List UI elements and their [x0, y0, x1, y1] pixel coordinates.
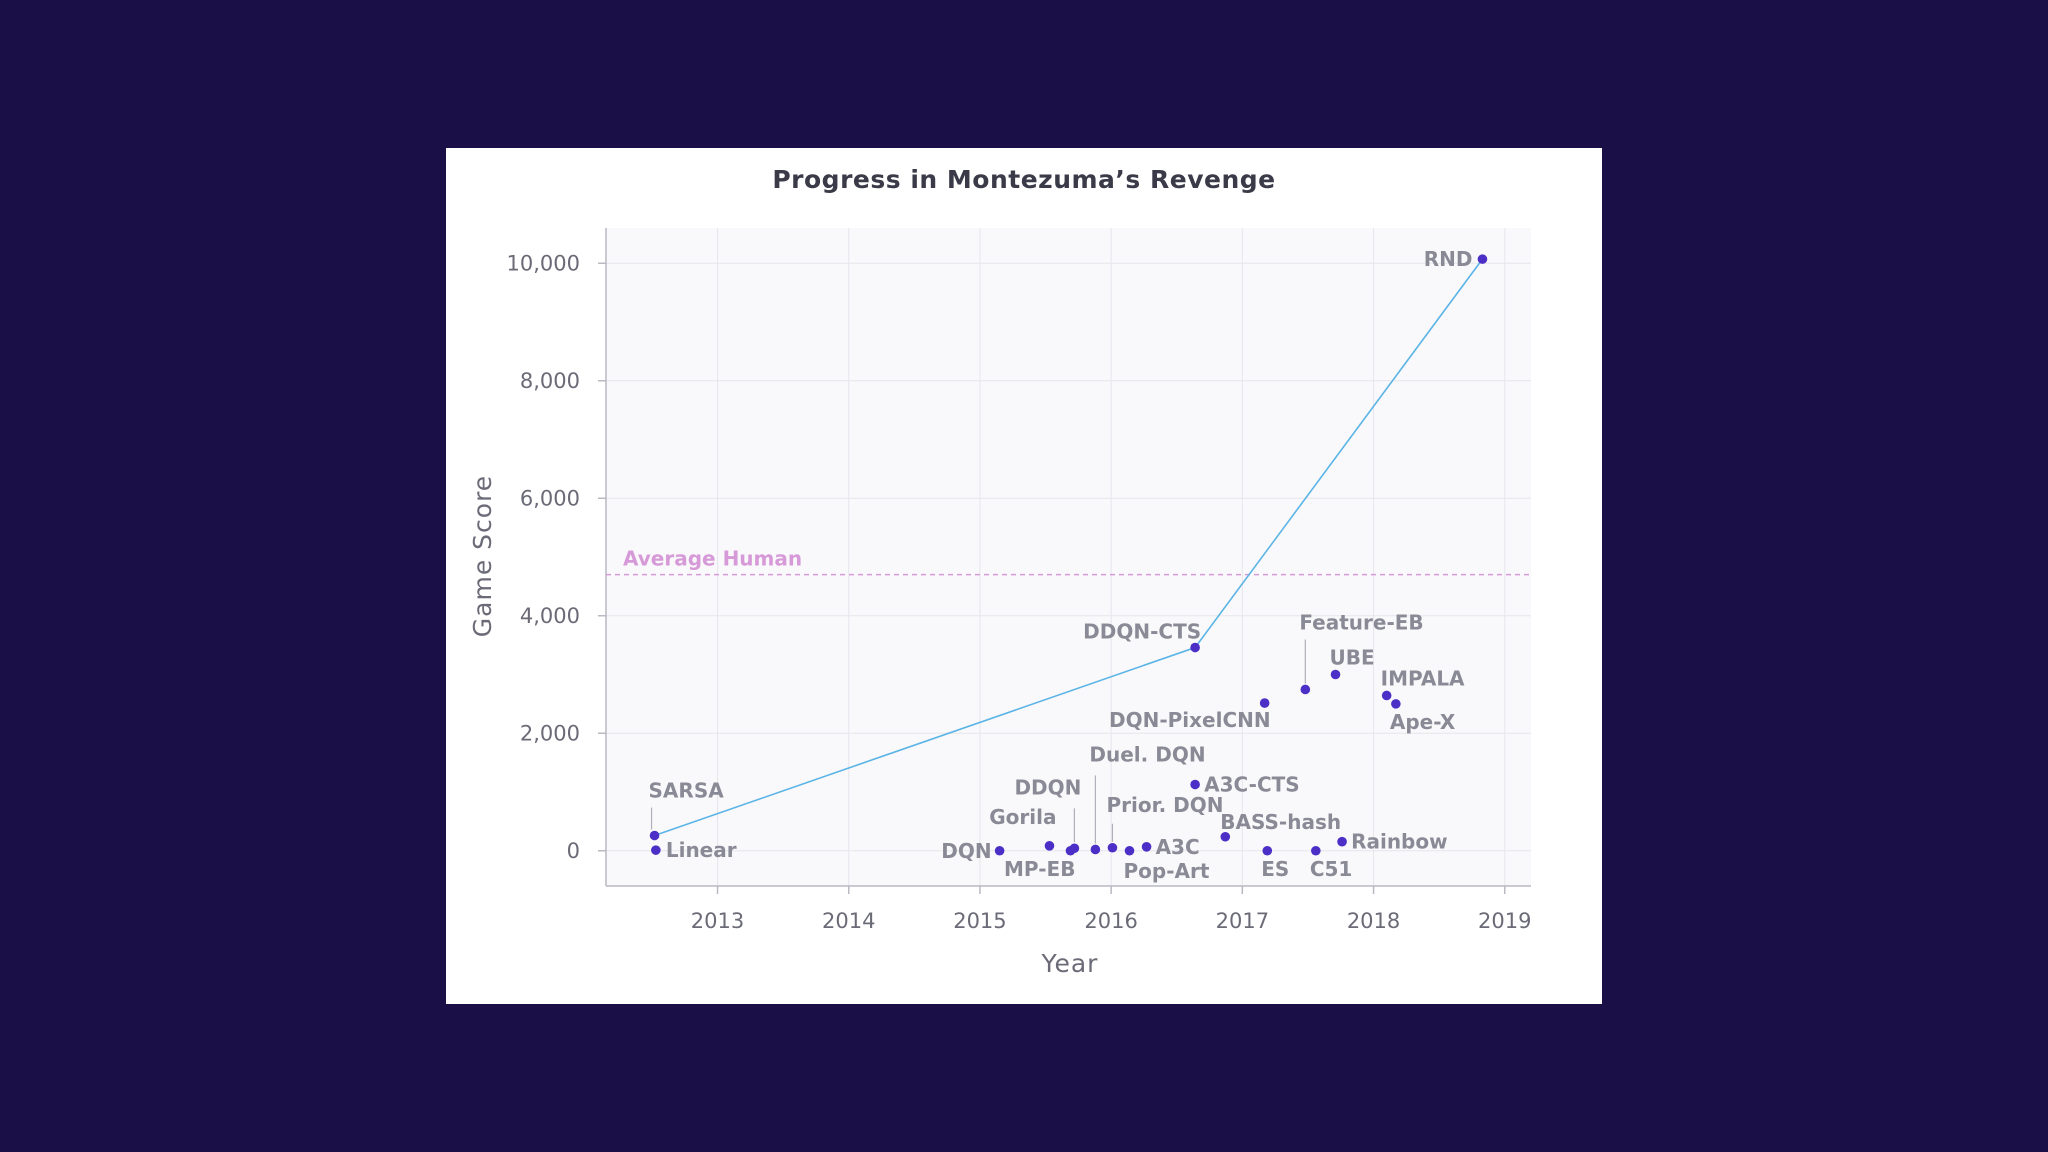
point-labels: SARSA Linear DQN Gorila MP-EB DDQN Duel. DQN Pr… — [649, 247, 1473, 883]
point-pop-art — [1124, 845, 1135, 856]
axes: 2013 2014 2015 2016 2017 2018 2019 0 2,000 4,000 6… — [507, 228, 1531, 933]
data-points — [649, 254, 1488, 856]
y-tick-label: 2,000 — [520, 721, 580, 745]
label-c51: C51 — [1310, 857, 1353, 881]
y-tick-label: 4,000 — [520, 604, 580, 628]
y-axis-title: Game Score — [468, 475, 497, 637]
label-dqn-pixelcnn: DQN-PixelCNN — [1109, 708, 1271, 732]
label-rnd: RND — [1424, 247, 1473, 271]
x-tick-label: 2013 — [691, 909, 744, 933]
x-tick-label: 2018 — [1347, 909, 1400, 933]
point-prior-dqn — [1107, 842, 1118, 853]
point-rnd — [1477, 254, 1488, 264]
label-a3c-cts: A3C-CTS — [1204, 773, 1300, 797]
point-ube — [1330, 669, 1341, 680]
y-tick-label: 8,000 — [520, 369, 580, 393]
x-axis-title: Year — [1041, 949, 1099, 978]
point-a3c — [1141, 842, 1152, 852]
x-tick-label: 2015 — [953, 909, 1006, 933]
x-tick-label: 2014 — [822, 909, 875, 933]
label-linear: Linear — [666, 838, 737, 862]
label-dqn: DQN — [941, 839, 991, 863]
label-ddqn: DDQN — [1014, 775, 1081, 799]
grid — [606, 228, 1531, 886]
x-tick-label: 2016 — [1084, 909, 1137, 933]
x-tick-label: 2017 — [1216, 909, 1269, 933]
label-sarsa: SARSA — [649, 779, 725, 803]
y-tick-label: 6,000 — [520, 486, 580, 510]
y-tick-label: 0 — [567, 839, 580, 863]
x-tick-label: 2019 — [1478, 909, 1531, 933]
label-impala: IMPALA — [1381, 666, 1465, 690]
point-es — [1262, 845, 1273, 856]
plot-background — [606, 228, 1531, 886]
label-rainbow: Rainbow — [1351, 830, 1448, 854]
label-ddqn-cts: DDQN-CTS — [1083, 620, 1201, 644]
label-a3c: A3C — [1156, 835, 1200, 859]
point-ddqn-cts — [1190, 642, 1200, 653]
label-es: ES — [1261, 857, 1289, 881]
y-tick-label: 10,000 — [507, 251, 580, 275]
point-rainbow — [1337, 836, 1347, 847]
point-sarsa — [649, 830, 660, 841]
label-duel-dqn: Duel. DQN — [1089, 742, 1205, 766]
point-a3c-cts — [1190, 779, 1200, 790]
average-human-label: Average Human — [623, 547, 802, 571]
point-feature-eb — [1300, 684, 1311, 695]
chart: 2013 2014 2015 2016 2017 2018 2019 0 2,000 4,000 6… — [468, 165, 1531, 978]
point-linear — [651, 845, 661, 855]
point-duel-dqn — [1090, 844, 1101, 855]
point-bass-hash — [1220, 831, 1231, 842]
label-feature-eb: Feature-EB — [1299, 610, 1423, 634]
label-bass-hash: BASS-hash — [1220, 810, 1341, 834]
label-mp-eb: MP-EB — [1004, 857, 1075, 881]
label-pop-art: Pop-Art — [1124, 859, 1210, 883]
chart-title: Progress in Montezuma’s Revenge — [772, 165, 1275, 194]
label-gorila: Gorila — [989, 805, 1056, 829]
point-c51 — [1311, 845, 1321, 856]
point-impala — [1381, 690, 1392, 701]
label-ube: UBE — [1330, 646, 1375, 670]
leader-lines — [650, 639, 1306, 844]
point-ddqn — [1069, 843, 1080, 854]
label-ape-x: Ape-X — [1390, 710, 1456, 734]
label-prior-dqn: Prior. DQN — [1106, 793, 1223, 817]
chart-card: 2013 2014 2015 2016 2017 2018 2019 0 2,000 4,000 6… — [446, 148, 1602, 1004]
point-dqn — [994, 845, 1005, 856]
point-ape-x — [1391, 699, 1401, 709]
point-gorila — [1044, 841, 1055, 851]
point-dqn-pixelcnn — [1259, 698, 1270, 708]
reference-line-group: Average Human — [606, 547, 1531, 576]
